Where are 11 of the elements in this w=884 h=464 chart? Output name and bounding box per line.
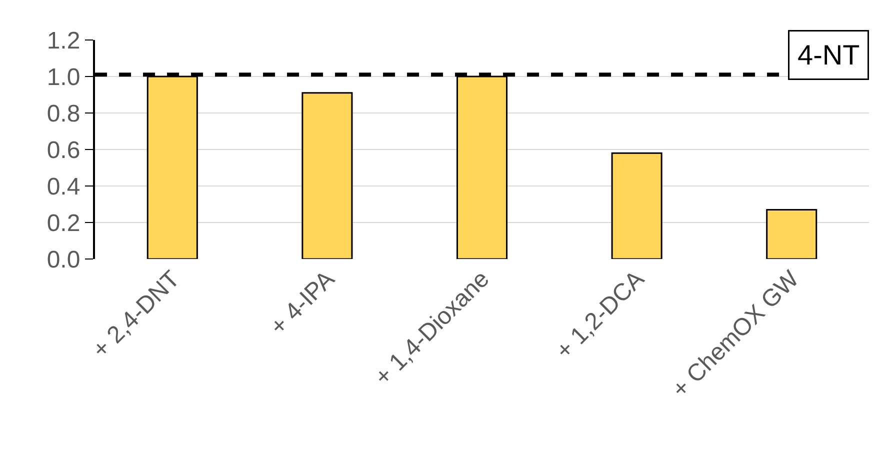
y-tick-label: 0.6 xyxy=(46,136,80,164)
bar xyxy=(611,152,662,259)
y-tick-label: 0.8 xyxy=(46,100,80,128)
y-tick-label: 1.2 xyxy=(46,27,80,54)
bar xyxy=(302,92,353,259)
y-tick-label: 1.0 xyxy=(46,64,80,91)
y-tick-label: 0.4 xyxy=(46,173,80,200)
y-tick-label: 0.0 xyxy=(46,246,80,274)
y-tick-label: 0.2 xyxy=(46,210,80,237)
annotation: 4-NT xyxy=(798,40,860,70)
bar xyxy=(766,208,818,259)
